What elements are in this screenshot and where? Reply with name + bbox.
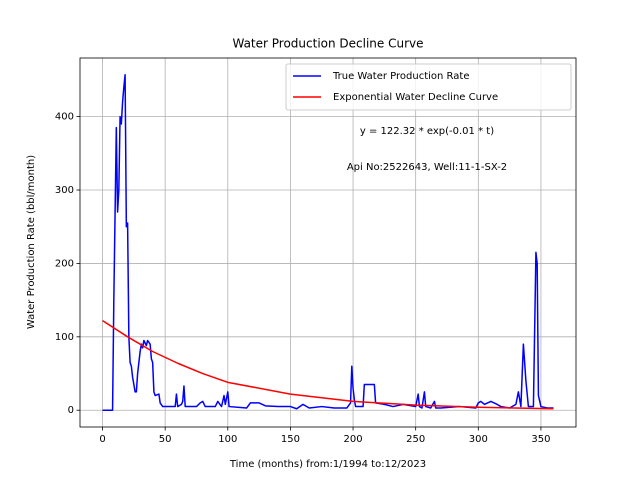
legend-label: Exponential Water Decline Curve: [333, 92, 498, 103]
x-tick-label: 350: [531, 434, 550, 445]
x-tick-label: 0: [99, 434, 105, 445]
legend-box: [285, 63, 572, 111]
x-tick-label: 150: [281, 434, 300, 445]
y-tick-label: 100: [55, 332, 74, 343]
y-tick-label: 300: [55, 185, 74, 196]
x-tick-label: 250: [406, 434, 425, 445]
annotation: y = 122.32 * exp(-0.01 * t): [360, 126, 494, 137]
x-axis-label: Time (months) from:1/1994 to:12/2023: [229, 459, 426, 470]
y-tick-label: 0: [68, 405, 74, 416]
chart-title: Water Production Decline Curve: [232, 37, 423, 51]
x-tick-label: 50: [159, 434, 172, 445]
x-tick-label: 300: [469, 434, 488, 445]
legend-label: True Water Production Rate: [332, 71, 469, 82]
data-line: [102, 74, 554, 411]
y-axis-label: Water Production Rate (bbl/month): [26, 155, 37, 329]
data-line: [102, 320, 554, 410]
y-tick-label: 200: [55, 258, 74, 269]
y-tick-label: 400: [55, 112, 74, 123]
x-tick-label: 200: [344, 434, 363, 445]
x-tick-label: 100: [218, 434, 237, 445]
annotation: Api No:2522643, Well:11-1-SX-2: [347, 162, 507, 173]
plot-frame: [79, 57, 577, 428]
